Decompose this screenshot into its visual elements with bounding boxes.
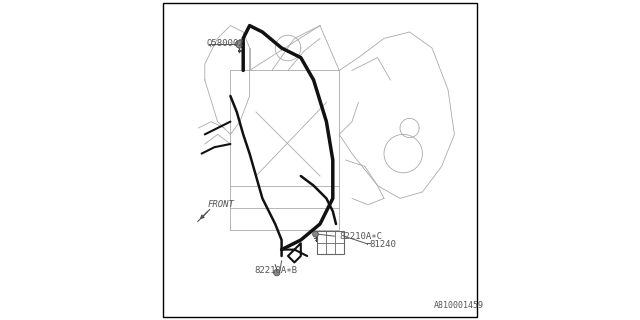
Circle shape xyxy=(236,40,243,48)
Circle shape xyxy=(274,269,280,276)
Text: Q580002: Q580002 xyxy=(206,39,244,48)
Text: 82210A∗B: 82210A∗B xyxy=(254,266,298,275)
Text: 82210A∗C: 82210A∗C xyxy=(339,232,382,241)
Text: FRONT: FRONT xyxy=(207,200,234,209)
Circle shape xyxy=(312,231,319,237)
Text: 81240: 81240 xyxy=(370,240,396,249)
Text: A810001459: A810001459 xyxy=(434,301,484,310)
Bar xyxy=(317,231,344,254)
